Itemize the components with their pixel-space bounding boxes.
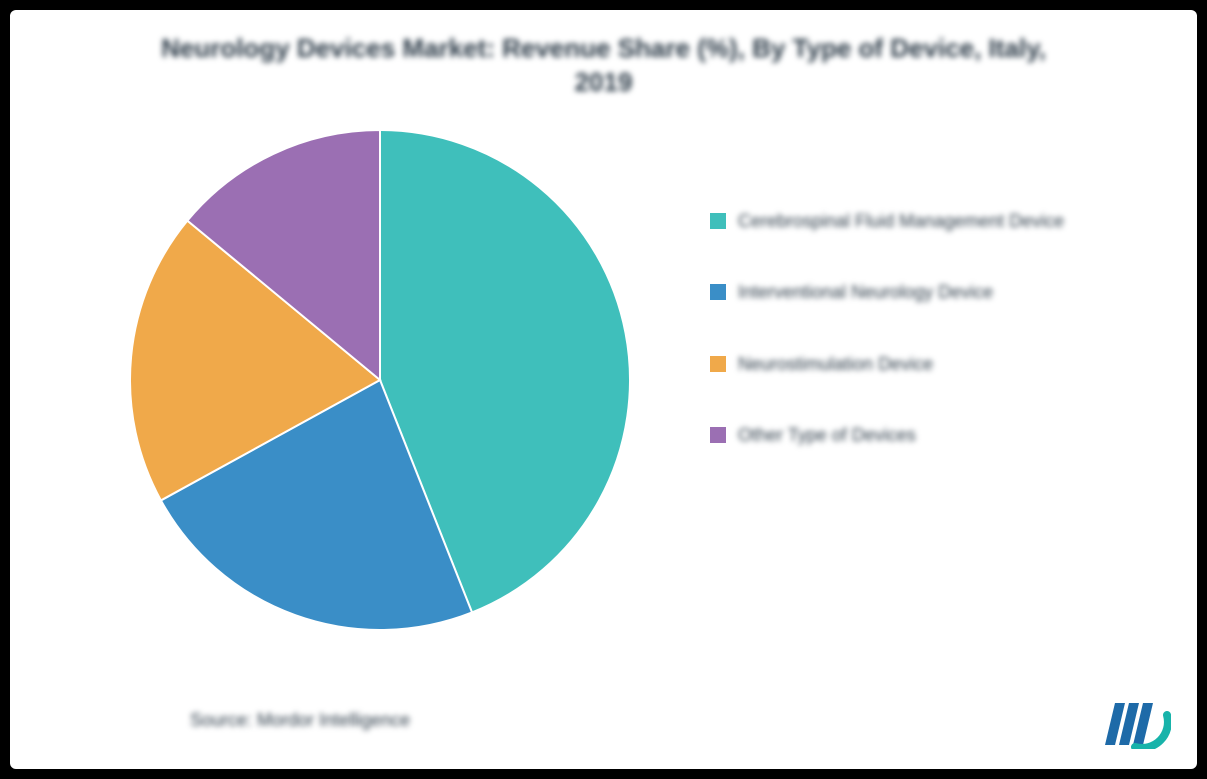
legend-swatch <box>710 284 726 300</box>
legend-swatch <box>710 356 726 372</box>
legend-swatch <box>710 213 726 229</box>
pie-chart <box>130 130 630 630</box>
legend-label: Neurostimulation Device <box>738 353 933 376</box>
legend-swatch <box>710 427 726 443</box>
legend-label: Interventional Neurology Device <box>738 281 993 304</box>
legend-item: Other Type of Devices <box>710 424 1140 447</box>
legend: Cerebrospinal Fluid Management Device Int… <box>710 210 1140 496</box>
source-text: Source: Mordor Intelligence <box>190 710 410 731</box>
legend-item: Cerebrospinal Fluid Management Device <box>710 210 1140 233</box>
legend-label: Other Type of Devices <box>738 424 916 447</box>
legend-item: Neurostimulation Device <box>710 353 1140 376</box>
brand-logo-icon <box>1101 695 1171 749</box>
chart-card: Neurology Devices Market: Revenue Share … <box>10 10 1197 769</box>
legend-label: Cerebrospinal Fluid Management Device <box>738 210 1064 233</box>
chart-title: Neurology Devices Market: Revenue Share … <box>10 32 1197 100</box>
legend-item: Interventional Neurology Device <box>710 281 1140 304</box>
